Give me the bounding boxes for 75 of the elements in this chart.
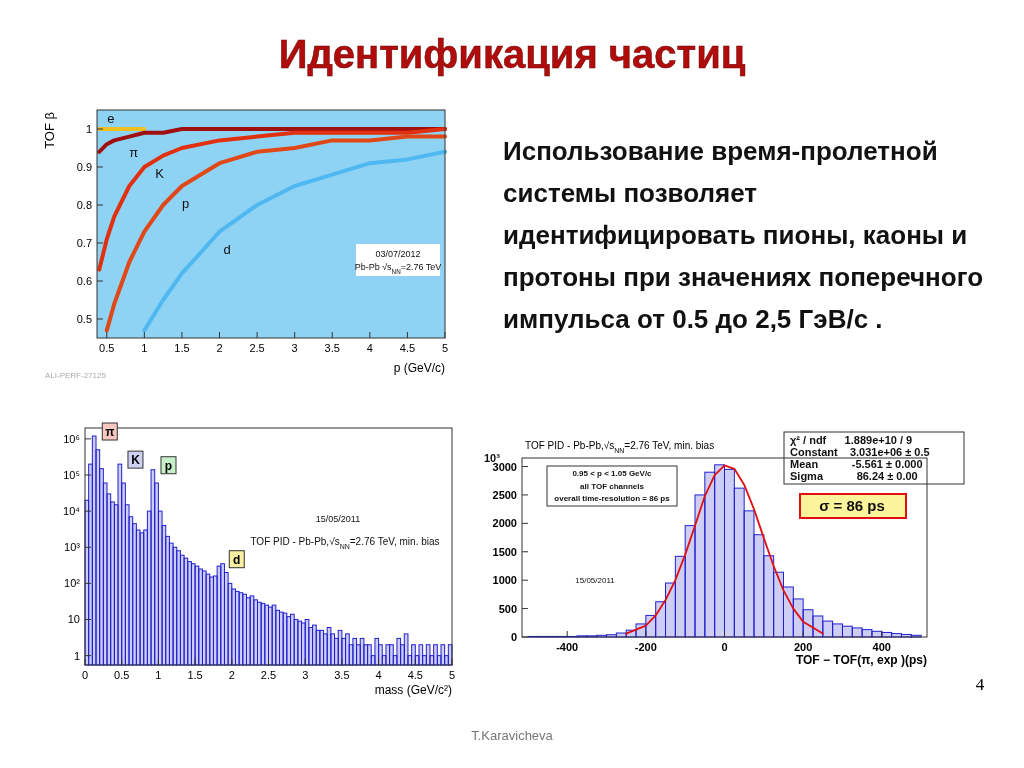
x-tick-label: 0.5 <box>99 342 115 354</box>
x-tick-label: 4 <box>375 669 382 681</box>
x-tick-label: 1 <box>141 342 148 354</box>
series-label: d <box>223 241 231 257</box>
annotation: Sigma 86.24 ± 0.00 <box>790 470 918 482</box>
x-tick-label: 3.5 <box>334 669 350 681</box>
x-tick-label: 200 <box>793 641 813 653</box>
x-tick-label: 5 <box>448 669 456 681</box>
x-tick-label: 4.5 <box>399 342 416 354</box>
series-label: p <box>181 196 190 211</box>
x-tick-label: 400 <box>872 641 891 653</box>
y-tick-label: 1000 <box>492 574 517 587</box>
x-axis-title: p (GeV/c) <box>393 361 445 375</box>
chart-title: TOF PID - Pb-Pb,√s$_{NN}$=2.76 TeV, min. bias <box>525 440 715 454</box>
annotation: d <box>233 552 241 567</box>
series-label: π <box>129 144 139 160</box>
x-tick-label: 2 <box>216 342 223 354</box>
y-tick-label: 10 <box>67 613 80 626</box>
text: ALI-PERF-27125 <box>45 371 107 380</box>
x-tick-label: 0.5 <box>114 669 130 681</box>
y-tick-label: 2500 <box>492 488 517 501</box>
y-tick-label: 0.9 <box>76 161 92 173</box>
series-label: e <box>107 111 115 126</box>
annotation: overall time-resolution = 86 ps <box>554 494 671 503</box>
x-tick-label: 2 <box>228 669 235 681</box>
text: χ² / ndf 1.889e+10 / 9 <box>790 434 913 446</box>
x-axis-title: mass (GeV/c²) <box>374 683 452 697</box>
x-tick-label: -200 <box>634 641 657 653</box>
y-axis-title: TOF β <box>42 112 57 149</box>
annotation: all TOF channels <box>580 482 645 491</box>
x-tick-label: 0 <box>721 641 728 653</box>
y-tick-label: 2000 <box>492 517 517 530</box>
x-tick-label: 1 <box>155 669 162 681</box>
annotation: Pb-Pb √s$_{NN}$=2.76 TeV <box>354 262 442 275</box>
x-tick-label: 3 <box>291 342 298 354</box>
x-tick-label: 2.5 <box>249 342 265 354</box>
text: Идентификация частиц <box>278 32 746 76</box>
annotation: 15/05/2011 <box>315 514 361 524</box>
annotation: p <box>164 458 173 473</box>
annotation: TOF PID - Pb-Pb,√s$_{NN}$=2.76 TeV, min. bias <box>250 536 440 550</box>
y-tick-label: 10⁶ <box>63 432 80 445</box>
y-tick-label: 0 <box>510 631 517 643</box>
x-tick-label: 1.5 <box>187 669 203 681</box>
x-tick-label: 3 <box>302 669 309 681</box>
y-tick-label: 10⁴ <box>63 505 81 518</box>
annotation: σ = 86 ps <box>819 497 885 514</box>
x-tick-label: 4.5 <box>407 669 423 681</box>
y-tick-label: 1 <box>73 649 80 662</box>
series-label: K <box>155 165 165 181</box>
annotation: 0.95 < p < 1.05 GeV/c <box>572 469 653 478</box>
y-tick-label: 1500 <box>492 545 517 558</box>
x-axis-title: TOF − TOF(π, exp )(ps) <box>795 653 927 667</box>
x-tick-label: -400 <box>556 641 579 653</box>
x-tick-label: 2.5 <box>260 669 277 681</box>
x-tick-label: 3.5 <box>324 342 340 354</box>
x-tick-label: 4 <box>366 342 373 354</box>
text: Использование время-пролетной системы позволяет идентифицировать пионы, каоны и протоны при значениях поперечного импульса от 0.5 до 2,5 ГэВ/с . <box>503 136 984 334</box>
annotation: Mean -5.561 ± 0.000 <box>790 458 923 470</box>
y-tick-label: 0.6 <box>76 275 92 287</box>
annotation: K <box>131 453 141 468</box>
annotation: 03/07/2012 <box>375 249 421 259</box>
x-tick-label: 5 <box>441 342 449 354</box>
annotation: 15/05/2011 <box>575 576 616 585</box>
y-tick-label: 1 <box>85 123 92 135</box>
annotation: π <box>105 425 115 440</box>
y-tick-label: 10³ <box>64 541 81 554</box>
y-tick-label: 10⁵ <box>63 469 80 481</box>
y-tick-label: 0.7 <box>76 237 92 249</box>
annotation: Constant 3.031e+06 ± 0.5 <box>790 446 930 458</box>
y-tick-label: 500 <box>498 602 517 615</box>
y-tick-label: 0.5 <box>76 313 92 325</box>
y-tick-label: 0.8 <box>76 199 92 211</box>
y-tick-label: 10² <box>64 577 81 590</box>
text: T.Karavicheva <box>471 728 554 743</box>
x-tick-label: 1.5 <box>174 342 190 354</box>
